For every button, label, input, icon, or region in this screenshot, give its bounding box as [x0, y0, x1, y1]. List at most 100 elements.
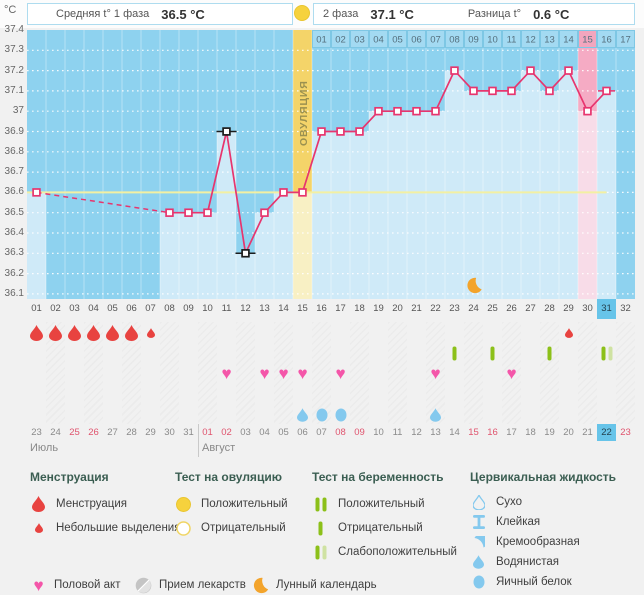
- cycle-day-cell-03[interactable]: 03: [69, 303, 80, 314]
- date-cell: 05: [278, 427, 289, 438]
- svg-text:04: 04: [373, 35, 384, 46]
- cycle-day-cell-27[interactable]: 27: [525, 303, 536, 314]
- legend-item: ♥ Половой акт: [30, 575, 120, 595]
- date-cell: 04: [259, 427, 270, 438]
- cycle-day-cell-19[interactable]: 19: [373, 303, 384, 314]
- cycle-day-cell-04[interactable]: 04: [88, 303, 99, 314]
- legend-item: Отрицательный: [175, 516, 288, 540]
- cycle-day-cell-23[interactable]: 23: [449, 303, 460, 314]
- cycle-day-cell-14[interactable]: 14: [278, 303, 289, 314]
- y-tick-label: 36.8: [4, 145, 24, 157]
- svg-text:07: 07: [430, 35, 441, 46]
- svg-text:10: 10: [487, 35, 498, 46]
- cycle-day-cell-28[interactable]: 28: [544, 303, 555, 314]
- cycle-day-cell-22[interactable]: 22: [430, 303, 441, 314]
- cycle-day-cell-16[interactable]: 16: [316, 303, 327, 314]
- temp-marker-day-28: [545, 86, 554, 96]
- cycle-day-cell-32[interactable]: 32: [620, 303, 631, 314]
- temp-marker-day-19: [374, 106, 383, 116]
- cycle-day-cell-11[interactable]: 11: [221, 303, 232, 314]
- temp-marker-day-24: [469, 86, 478, 96]
- date-cell: 24: [50, 427, 61, 438]
- date-cell: 27: [107, 427, 118, 438]
- event-intercourse-day-11: ♥: [221, 364, 232, 384]
- svg-text:05: 05: [392, 35, 403, 46]
- y-tick-label: 37.3: [4, 44, 24, 56]
- svg-text:15: 15: [582, 35, 593, 46]
- column-stripe: [236, 322, 255, 424]
- event-cervical-eggwhite-day-16: [312, 405, 331, 425]
- column-stripe: [312, 322, 331, 424]
- temp-marker-day-21: [412, 106, 421, 116]
- temp-marker-day-10: [203, 208, 212, 217]
- event-intercourse-day-17: ♥: [335, 364, 346, 384]
- temp-marker-day-30: [583, 106, 592, 116]
- event-cervical-eggwhite-day-17: [331, 405, 350, 425]
- cycle-day-cell-05[interactable]: 05: [107, 303, 118, 314]
- cycle-day-cell-01[interactable]: 01: [31, 303, 42, 314]
- cycle-day-cell-02[interactable]: 02: [50, 303, 61, 314]
- temp-marker-day-26: [507, 86, 516, 96]
- cycle-day-cell-06[interactable]: 06: [126, 303, 137, 314]
- cycle-day-cell-31[interactable]: 31: [597, 299, 616, 319]
- phase1-summary-box: Средняя t° 1 фаза 36.5 °C: [27, 3, 293, 25]
- drop-big-icon: [30, 496, 47, 512]
- cycle-day-cell-10[interactable]: 10: [202, 303, 213, 314]
- y-tick-label: 36.2: [4, 267, 24, 279]
- date-cell: 13: [430, 427, 441, 438]
- legend-group-title: Тест на беременность: [312, 470, 444, 484]
- temp-marker-day-11: [222, 127, 231, 136]
- events-grid: ♥ ♥ ♥ ♥ ♥ ♥ ♥: [0, 322, 644, 424]
- cycle-day-cell-29[interactable]: 29: [563, 303, 574, 314]
- cycle-day-cell-07[interactable]: 07: [145, 303, 156, 314]
- legend-group: Тест на овуляцию Положительный Отрицательн…: [175, 470, 288, 540]
- y-tick-label: 37.4: [4, 24, 24, 35]
- legend-extra-row: ♥ Половой акт Прием лекарств Лунный календа…: [0, 575, 644, 595]
- event-pregnancy-test-weak_positive-day-31: [597, 343, 616, 363]
- date-cell: 06: [297, 427, 308, 438]
- temp-marker-day-27: [526, 66, 535, 75]
- column-stripe: [122, 322, 141, 424]
- date-cell: 31: [183, 427, 194, 438]
- temp-marker-day-18: [355, 127, 364, 136]
- phase2-label: 2 фаза: [323, 8, 359, 20]
- legend-item: Слабоположительный: [312, 540, 457, 564]
- date-cell: 07: [316, 427, 327, 438]
- creamy-icon: [470, 535, 487, 549]
- bar-negative-icon: [312, 521, 329, 536]
- y-tick-label: 36.9: [4, 125, 24, 137]
- legend-item: Отрицательный: [312, 516, 457, 540]
- column-stripe: [426, 322, 445, 424]
- date-cell: 19: [544, 427, 555, 438]
- legend-group: Цервикальная жидкость Сухо Клейкая Кремообр…: [470, 470, 616, 592]
- cycle-day-cell-25[interactable]: 25: [487, 303, 498, 314]
- date-cell: 26: [88, 427, 99, 438]
- event-menstruation-day-5: [103, 323, 122, 343]
- legend-item: Положительный: [312, 492, 457, 516]
- cycle-day-cell-24[interactable]: 24: [468, 303, 479, 314]
- watery-icon: [470, 555, 487, 569]
- cycle-day-cell-21[interactable]: 21: [411, 303, 422, 314]
- date-cell: 15: [468, 427, 479, 438]
- cycle-day-cell-17[interactable]: 17: [335, 303, 346, 314]
- cycle-day-cell-12[interactable]: 12: [240, 303, 251, 314]
- cycle-day-cell-08[interactable]: 08: [164, 303, 175, 314]
- cycle-day-cell-09[interactable]: 09: [183, 303, 194, 314]
- event-menstruation-day-1: [27, 323, 46, 343]
- date-cell: 25: [69, 427, 80, 438]
- cycle-day-cell-30[interactable]: 30: [582, 303, 593, 314]
- event-menstruation-day-6: [122, 323, 141, 343]
- svg-text:12: 12: [525, 35, 536, 46]
- temp-marker-day-23: [450, 66, 459, 75]
- svg-text:14: 14: [563, 35, 574, 46]
- cycle-day-cell-18[interactable]: 18: [354, 303, 365, 314]
- column-stripe: [84, 322, 103, 424]
- date-cell: 14: [449, 427, 460, 438]
- temp-marker-day-25: [488, 86, 497, 96]
- cycle-day-cell-20[interactable]: 20: [392, 303, 403, 314]
- cycle-day-cell-26[interactable]: 26: [506, 303, 517, 314]
- cycle-day-cell-13[interactable]: 13: [259, 303, 270, 314]
- cycle-day-cell-15[interactable]: 15: [297, 303, 308, 314]
- temp-marker-day-14: [279, 188, 288, 197]
- date-cell: 23: [31, 427, 42, 438]
